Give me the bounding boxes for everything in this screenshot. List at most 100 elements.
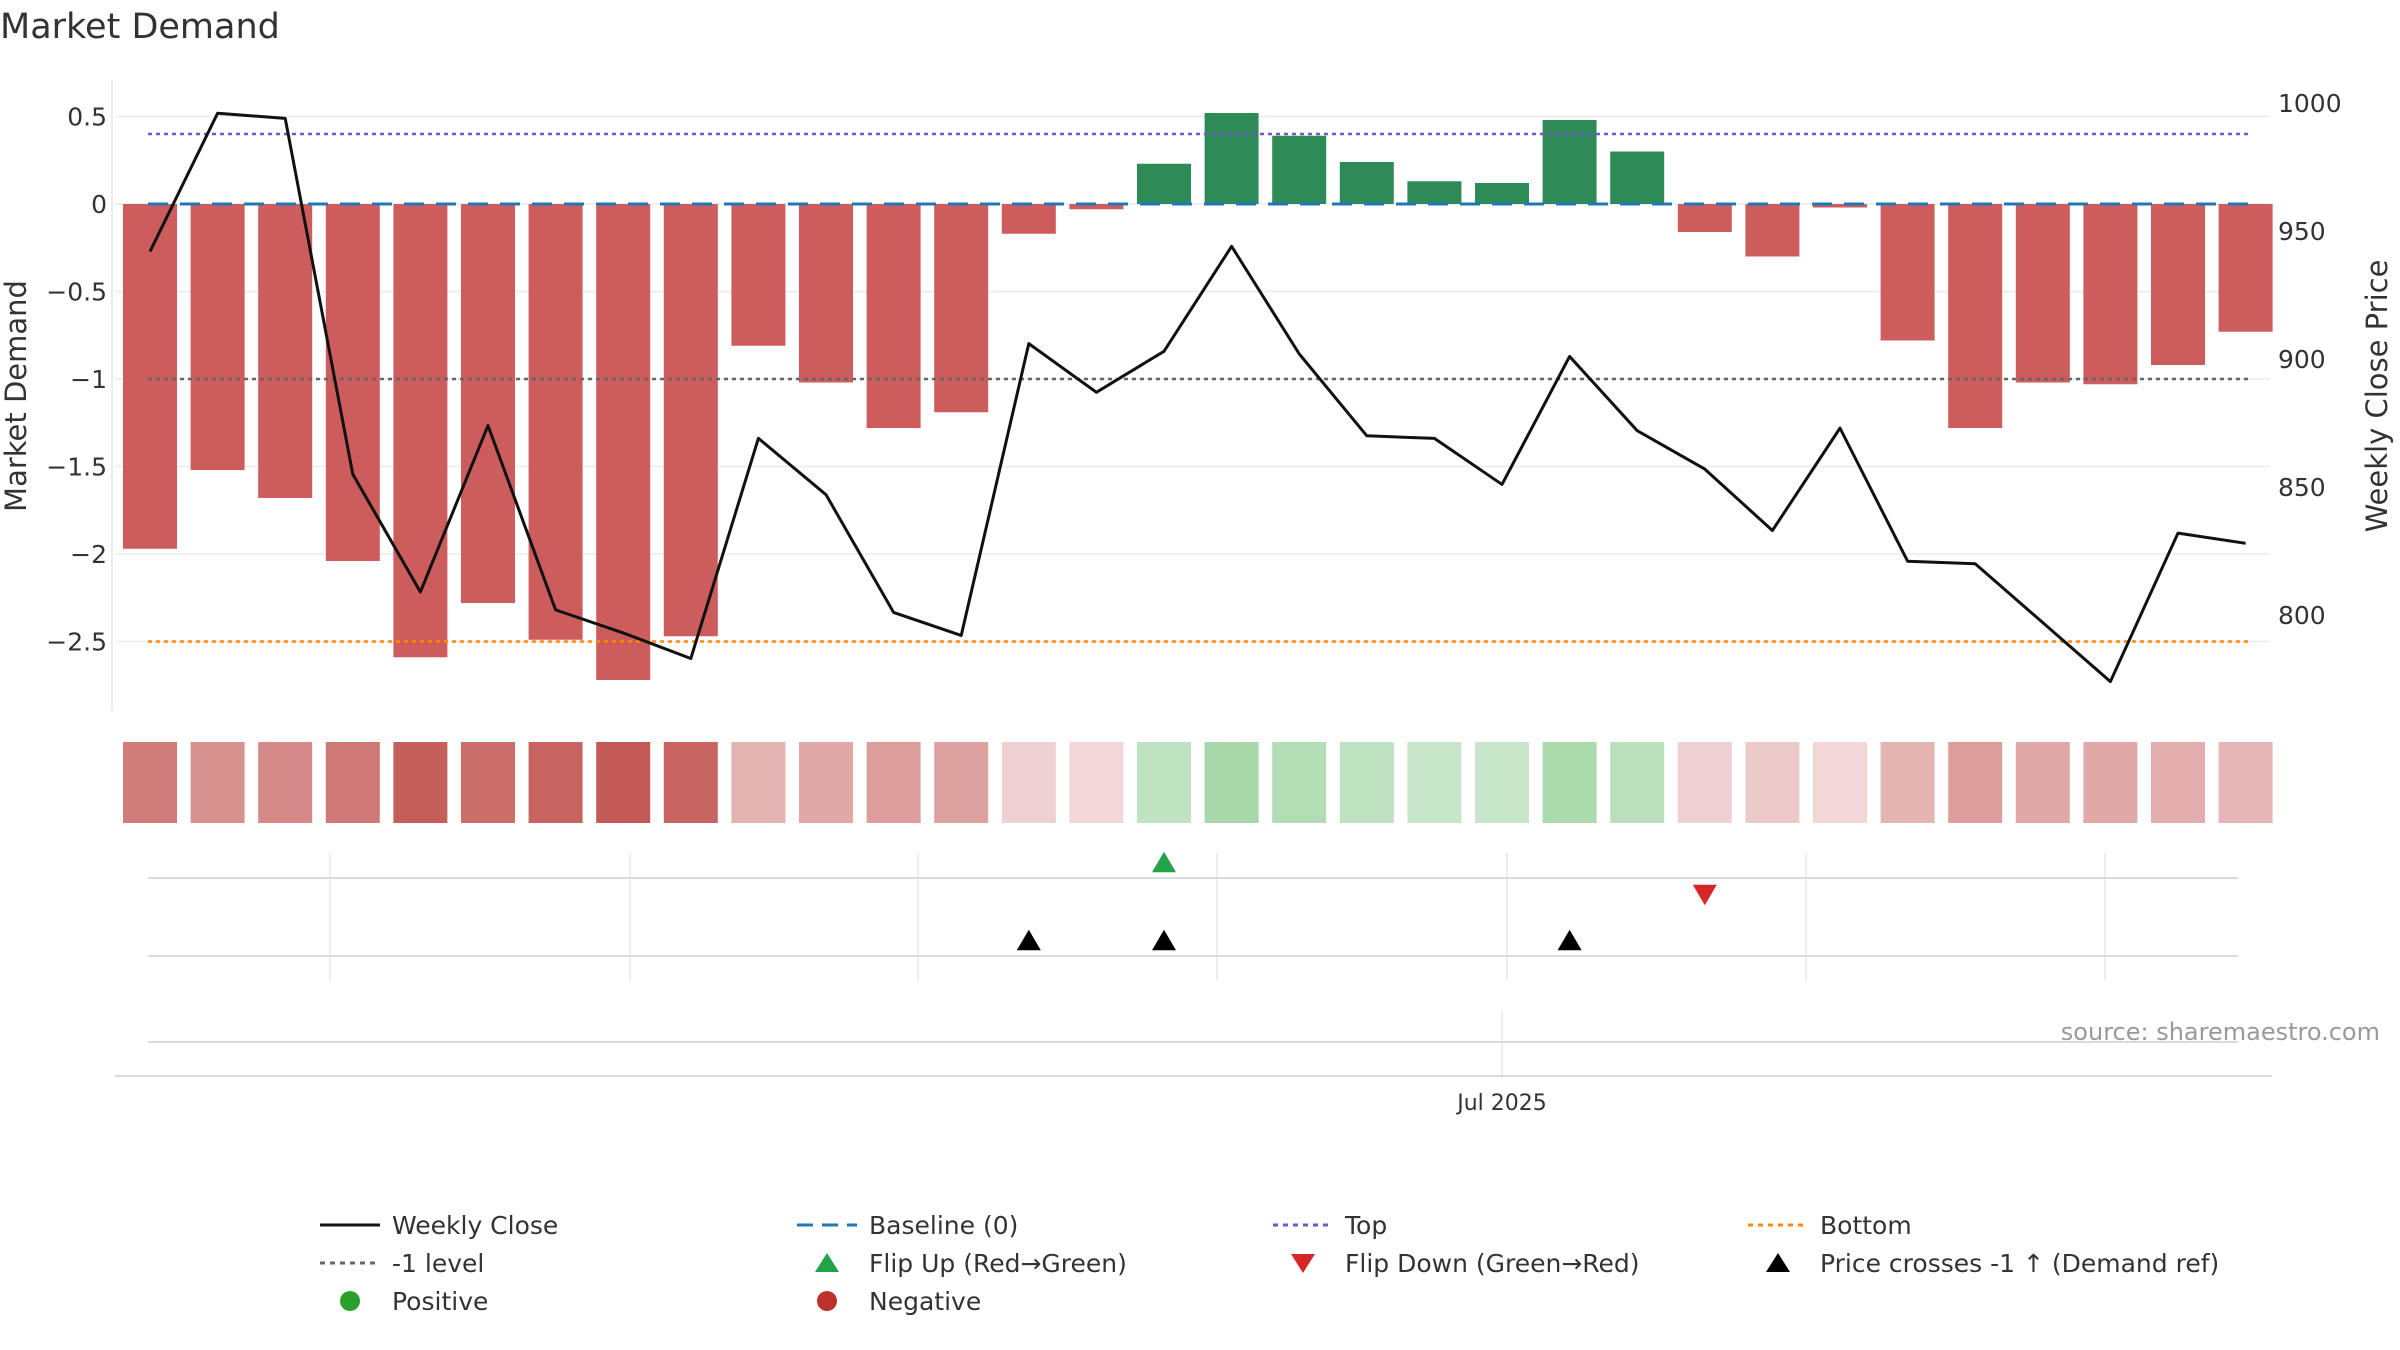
demand-bar <box>1204 113 1259 204</box>
heat-cell <box>663 742 718 823</box>
legend-label: Price crosses -1 ↑ (Demand ref) <box>1820 1249 2219 1278</box>
demand-bar <box>1001 204 1056 234</box>
demand-bar <box>1948 204 2003 428</box>
demand-bar <box>1475 183 1529 204</box>
demand-bar <box>2151 204 2205 365</box>
right-tick-label: 800 <box>2278 601 2326 630</box>
legend-item: Price crosses -1 ↑ (Demand ref) <box>1766 1249 2219 1278</box>
legend: Weekly Close Baseline (0) Top Bottom -1 leve… <box>320 1211 2219 1316</box>
event-markers: Jul 2025 <box>115 851 2272 1116</box>
heat-cell <box>1475 742 1529 823</box>
demand-bar <box>1542 120 1597 204</box>
legend-item: Flip Up (Red→Green) <box>815 1249 1127 1278</box>
left-tick-label: 0.5 <box>67 103 107 132</box>
legend-triangle-up-icon <box>1766 1253 1790 1272</box>
legend-label: Positive <box>392 1287 488 1316</box>
heat-cell <box>258 742 313 823</box>
heat-cell <box>1745 742 1800 823</box>
left-tick-label: −2.5 <box>46 628 107 657</box>
legend-item: Baseline (0) <box>797 1211 1018 1240</box>
legend-item: Positive <box>340 1287 488 1316</box>
right-tick-label: 900 <box>2278 345 2326 374</box>
legend-label: Top <box>1344 1211 1387 1240</box>
legend-triangle-down-icon <box>1291 1254 1315 1273</box>
heat-cell <box>866 742 921 823</box>
level-lines <box>148 132 2250 643</box>
heat-cell <box>1407 742 1462 823</box>
heat-cell <box>1069 742 1124 823</box>
left-tick-label: −1.5 <box>46 453 107 482</box>
legend-label: Weekly Close <box>392 1211 558 1240</box>
heat-cell <box>1610 742 1665 823</box>
demand-bars <box>123 113 2273 680</box>
demand-bar <box>258 204 313 498</box>
demand-bar <box>2218 204 2273 332</box>
demand-bar <box>596 204 651 680</box>
legend-label: -1 level <box>392 1249 484 1278</box>
legend-item: Bottom <box>1748 1211 1912 1240</box>
flip-down-marker <box>1692 884 1717 906</box>
demand-bar <box>1813 204 1867 208</box>
legend-item: Flip Down (Green→Red) <box>1291 1249 1640 1278</box>
legend-item: -1 level <box>320 1249 484 1278</box>
price-cross-marker <box>1016 929 1041 951</box>
heat-cell <box>461 742 515 823</box>
legend-item: Top <box>1273 1211 1387 1240</box>
demand-bar <box>461 204 515 603</box>
legend-label: Flip Up (Red→Green) <box>869 1249 1127 1278</box>
heat-cell <box>1677 742 1732 823</box>
demand-bar <box>1677 204 1732 232</box>
heat-cell <box>528 742 583 823</box>
left-axis-label: Market Demand <box>0 280 33 512</box>
heat-cell <box>799 742 853 823</box>
demand-bar <box>663 204 718 637</box>
heat-cell <box>2151 742 2205 823</box>
demand-bar <box>1407 181 1462 204</box>
legend-item: Negative <box>817 1287 981 1316</box>
demand-bar <box>1069 204 1124 210</box>
demand-bar <box>393 204 448 658</box>
flip-up-marker <box>1152 851 1176 873</box>
heat-cell <box>1001 742 1056 823</box>
demand-bar <box>1137 163 1191 204</box>
demand-bar <box>123 204 177 549</box>
demand-bar <box>1610 151 1665 204</box>
demand-bar <box>1272 135 1327 204</box>
right-tick-label: 1000 <box>2278 89 2342 118</box>
legend-label: Bottom <box>1820 1211 1912 1240</box>
heat-cell <box>1813 742 1867 823</box>
heat-cell <box>2015 742 2070 823</box>
axes-layer: 0.5 0 −0.5 −1 −1.5 −2 −2.5 1000 950 900 850 800 <box>46 80 2342 710</box>
heat-cell <box>596 742 651 823</box>
legend-item: Weekly Close <box>320 1211 558 1240</box>
right-tick-label: 850 <box>2278 473 2326 502</box>
left-tick-label: −2 <box>70 540 107 569</box>
legend-triangle-up-icon <box>815 1253 839 1272</box>
chart-title: Market Demand <box>0 7 280 47</box>
heat-cell <box>934 742 989 823</box>
heat-cell <box>1272 742 1327 823</box>
demand-bar <box>528 204 583 640</box>
left-tick-label: −0.5 <box>46 278 107 307</box>
legend-label: Baseline (0) <box>869 1211 1018 1240</box>
heat-cell <box>1137 742 1191 823</box>
demand-bar <box>731 204 786 346</box>
price-cross-marker <box>1557 929 1582 951</box>
legend-label: Flip Down (Green→Red) <box>1345 1249 1640 1278</box>
heat-cell <box>2083 742 2138 823</box>
right-axis-label: Weekly Close Price <box>2360 260 2394 533</box>
legend-label: Negative <box>869 1287 981 1316</box>
x-tick-label: Jul 2025 <box>1455 1091 1547 1116</box>
weekly-close-line <box>148 111 2246 684</box>
heat-cell <box>1542 742 1597 823</box>
demand-bar <box>934 204 989 413</box>
heat-cell <box>1948 742 2003 823</box>
left-tick-label: −1 <box>70 365 107 394</box>
legend-dot-icon <box>817 1291 837 1311</box>
demand-bar <box>2015 204 2070 383</box>
price-cross-marker <box>1152 929 1176 951</box>
demand-bar <box>1339 162 1394 204</box>
heat-cell <box>123 742 177 823</box>
